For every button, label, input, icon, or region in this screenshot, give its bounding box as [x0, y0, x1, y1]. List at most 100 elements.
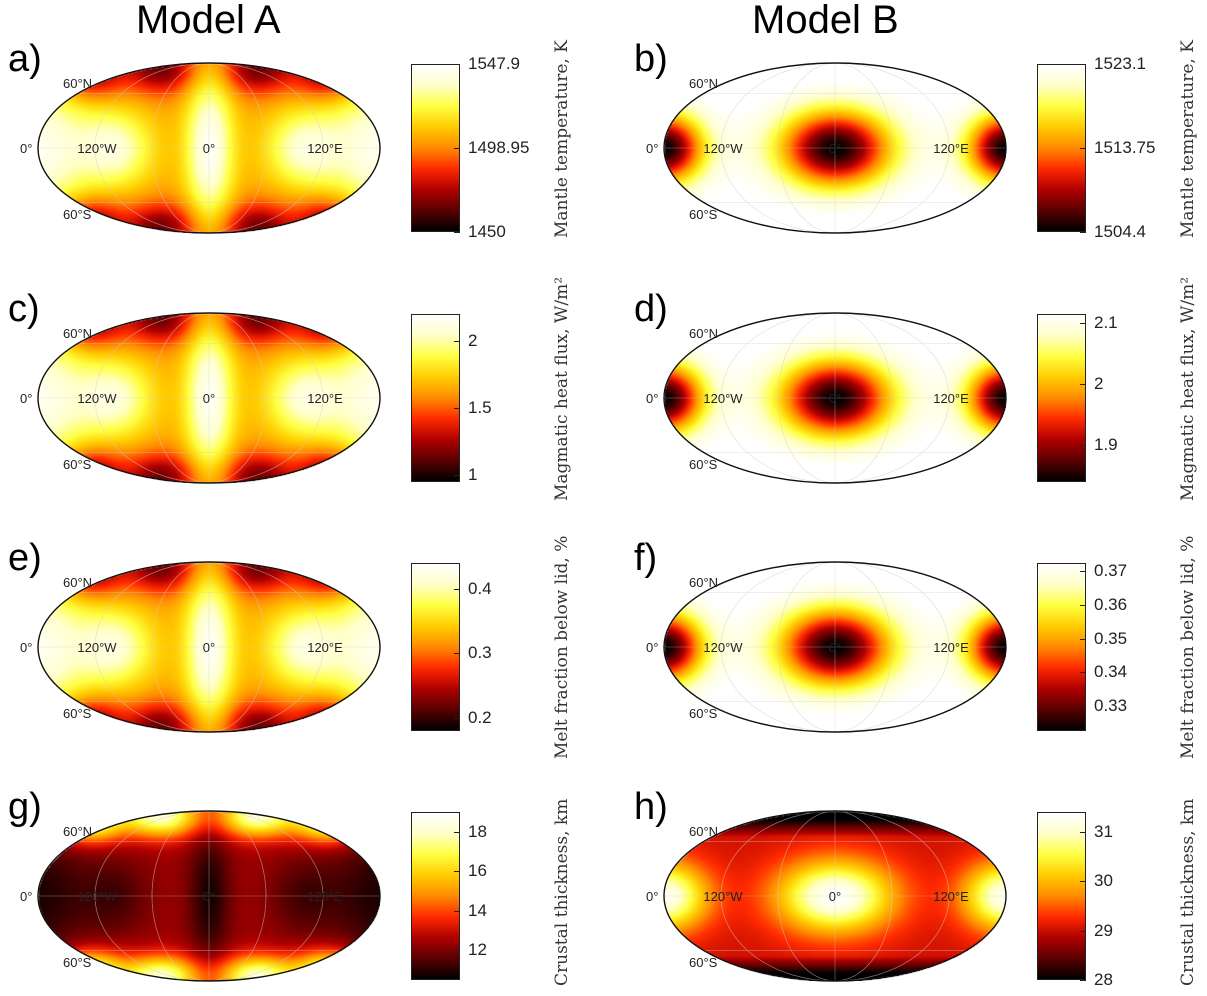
colorbar-tick-mark [1080, 980, 1086, 981]
projection-map: 60°N 60°S 0° 120°W 120°E 0° [0, 547, 419, 747]
label-lon-120w: 120°W [77, 141, 117, 156]
colorbar-tick-label: 2.1 [1094, 314, 1118, 331]
label-lat-60s: 60°S [63, 955, 92, 970]
label-meridian: 0° [829, 640, 841, 655]
colorbar-title: Melt fraction below lid, % [552, 536, 572, 759]
colorbar-tick-label: 2 [468, 332, 477, 349]
label-lon-120w: 120°W [703, 141, 743, 156]
colorbar-tick-mark [1080, 232, 1086, 233]
colorbar-tick-mark [1080, 148, 1086, 149]
colorbar-title: Magmatic heat flux, W/m² [1178, 277, 1198, 501]
label-equator: 0° [20, 640, 32, 655]
label-equator: 0° [646, 889, 658, 904]
colorbar-tick-mark [454, 911, 460, 912]
colorbar-tick-mark [1080, 571, 1086, 572]
colorbar-tick-label: 28 [1094, 971, 1113, 988]
colorbar-title: Mantle temperature, K [1178, 40, 1198, 238]
label-meridian: 0° [829, 889, 841, 904]
colorbar-tick-label: 1.5 [468, 399, 492, 416]
colorbar [411, 314, 460, 482]
label-equator: 0° [20, 141, 32, 156]
colorbar-tick-mark [1080, 832, 1086, 833]
colorbar [1037, 812, 1086, 980]
label-lon-120e: 120°E [307, 889, 343, 904]
projection-map: 60°N 60°S 0° 120°W 120°E 0° [0, 796, 419, 996]
colorbar-tick-mark [454, 832, 460, 833]
colorbar-tick-label: 29 [1094, 922, 1113, 939]
label-lat-60s: 60°S [63, 706, 92, 721]
projection-map: 60°N 60°S 0° 120°W 120°E 0° [0, 298, 419, 498]
label-meridian: 0° [203, 640, 215, 655]
colorbar-tick-mark [1080, 706, 1086, 707]
label-equator: 0° [20, 391, 32, 406]
projection-map: 60°N 60°S 0° 120°W 120°E 0° [625, 547, 1045, 747]
colorbar-tick-label: 16 [468, 862, 487, 879]
label-equator: 0° [646, 640, 658, 655]
label-lat-60n: 60°N [63, 824, 92, 839]
label-lat-60s: 60°S [63, 457, 92, 472]
colorbar-tick-label: 1513.75 [1094, 139, 1155, 156]
label-lat-60n: 60°N [689, 76, 718, 91]
colorbar-tick-label: 0.37 [1094, 562, 1127, 579]
label-lon-120w: 120°W [703, 640, 743, 655]
colorbar-tick-mark [454, 408, 460, 409]
colorbar-tick-label: 0.2 [468, 709, 492, 726]
colorbar-tick-label: 12 [468, 941, 487, 958]
label-lon-120e: 120°E [307, 141, 343, 156]
label-lon-120e: 120°E [933, 391, 969, 406]
colorbar-tick-mark [1080, 64, 1086, 65]
label-lon-120e: 120°E [307, 391, 343, 406]
colorbar-tick-label: 14 [468, 902, 487, 919]
colorbar-title: Melt fraction below lid, % [1178, 536, 1198, 759]
label-equator: 0° [646, 141, 658, 156]
colorbar-tick-mark [454, 589, 460, 590]
label-lon-120e: 120°E [933, 141, 969, 156]
colorbar-tick-label: 0.34 [1094, 663, 1127, 680]
colorbar-tick-mark [454, 64, 460, 65]
colorbar-tick-label: 1547.9 [468, 55, 520, 72]
label-lon-120w: 120°W [77, 391, 117, 406]
projection-map: 60°N 60°S 0° 120°W 120°E 0° [625, 48, 1045, 248]
label-lon-120w: 120°W [703, 391, 743, 406]
colorbar-tick-label: 1498.95 [468, 139, 529, 156]
label-lat-60n: 60°N [689, 326, 718, 341]
colorbar-tick-label: 0.3 [468, 644, 492, 661]
colorbar-tick-mark [1080, 445, 1086, 446]
colorbar-tick-mark [1080, 931, 1086, 932]
colorbar-tick-label: 1504.4 [1094, 223, 1146, 240]
colorbar [1037, 314, 1086, 482]
colorbar [1037, 563, 1086, 731]
projection-map: 60°N 60°S 0° 120°W 120°E 0° [625, 796, 1045, 996]
label-lat-60s: 60°S [689, 207, 718, 222]
colorbar-tick-label: 1450 [468, 223, 506, 240]
label-equator: 0° [20, 889, 32, 904]
label-meridian: 0° [829, 141, 841, 156]
colorbar-tick-label: 0.35 [1094, 630, 1127, 647]
colorbar-tick-mark [1080, 672, 1086, 673]
colorbar [411, 563, 460, 731]
label-lon-120w: 120°W [77, 889, 117, 904]
colorbar-tick-mark [1080, 323, 1086, 324]
colorbar-tick-mark [454, 148, 460, 149]
colorbar-title: Crustal thickness, km [552, 799, 572, 986]
projection-map: 60°N 60°S 0° 120°W 120°E 0° [625, 298, 1045, 498]
colorbar-tick-label: 30 [1094, 872, 1113, 889]
colorbar-tick-mark [454, 653, 460, 654]
label-lat-60n: 60°N [689, 824, 718, 839]
label-lat-60n: 60°N [689, 575, 718, 590]
colorbar-tick-label: 18 [468, 823, 487, 840]
label-lon-120e: 120°E [933, 640, 969, 655]
colorbar [411, 812, 460, 980]
label-lat-60s: 60°S [689, 457, 718, 472]
label-lat-60s: 60°S [689, 706, 718, 721]
colorbar-tick-mark [454, 950, 460, 951]
colorbar-tick-mark [1080, 639, 1086, 640]
colorbar-tick-mark [454, 232, 460, 233]
projection-map: 60°N 60°S 0° 120°W 120°E 0° [0, 48, 419, 248]
colorbar-tick-mark [454, 341, 460, 342]
column-title-model-b: Model B [752, 0, 899, 43]
label-equator: 0° [646, 391, 658, 406]
colorbar-tick-mark [454, 718, 460, 719]
colorbar-tick-mark [1080, 881, 1086, 882]
colorbar-title: Magmatic heat flux, W/m² [552, 277, 572, 501]
